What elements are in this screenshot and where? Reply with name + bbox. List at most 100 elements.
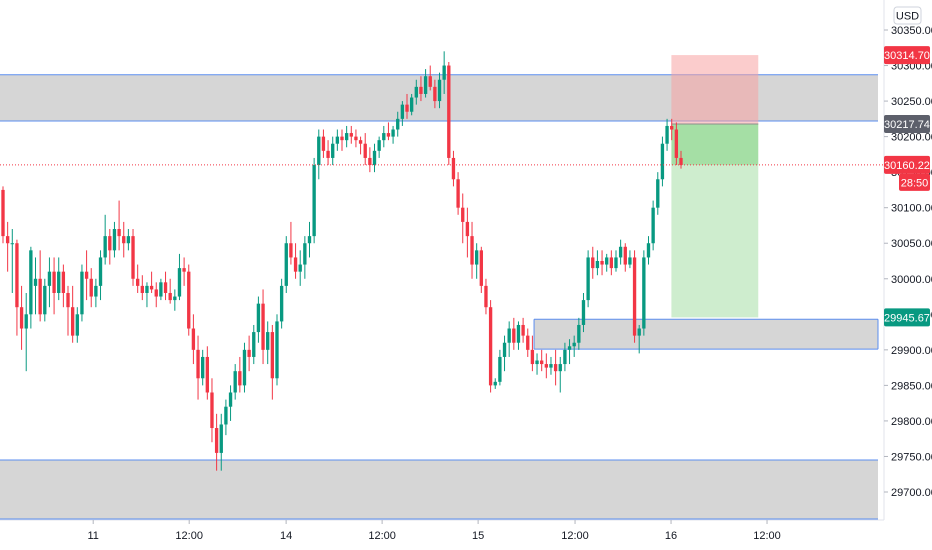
candle-body bbox=[117, 229, 121, 237]
candle-body bbox=[535, 360, 539, 365]
candle-body bbox=[5, 236, 10, 244]
candle-body bbox=[498, 356, 502, 382]
candle-body bbox=[173, 296, 177, 301]
stop-loss-zone[interactable] bbox=[671, 55, 759, 125]
candle-body bbox=[526, 335, 530, 350]
candle-body bbox=[29, 250, 33, 315]
candle-body bbox=[609, 257, 614, 269]
countdown-tag-text: 28:50 bbox=[901, 177, 929, 189]
candle-body bbox=[256, 303, 261, 333]
candle-body bbox=[581, 300, 586, 325]
candle-body bbox=[354, 136, 358, 141]
candle-body bbox=[479, 250, 483, 286]
candle-body bbox=[140, 285, 144, 293]
candle-body bbox=[461, 207, 465, 222]
candle-body bbox=[591, 257, 595, 269]
position-tool[interactable] bbox=[671, 55, 759, 318]
currency-button[interactable]: USD bbox=[893, 6, 922, 25]
candle-body bbox=[108, 236, 112, 251]
realized-profit-zone bbox=[671, 124, 759, 165]
candle-body bbox=[349, 133, 353, 137]
candle-body bbox=[112, 229, 117, 251]
candle-body bbox=[94, 285, 98, 297]
candle-body bbox=[368, 157, 372, 166]
candle-body bbox=[57, 271, 61, 293]
candle-body bbox=[75, 314, 79, 336]
y-tick-label: 30250.00 bbox=[891, 96, 932, 108]
y-tick-label: 29700.00 bbox=[891, 487, 932, 499]
x-tick-label: 14 bbox=[280, 530, 292, 542]
candle-body bbox=[1, 189, 5, 237]
candle-body bbox=[89, 278, 93, 297]
candle-body bbox=[238, 371, 242, 386]
candle-body bbox=[656, 179, 660, 208]
candle-body bbox=[451, 157, 456, 180]
candle-body bbox=[484, 285, 488, 308]
candle-body bbox=[135, 278, 140, 286]
candle-body bbox=[396, 118, 400, 130]
candle-body bbox=[344, 133, 349, 141]
candle-body bbox=[488, 307, 493, 386]
entry-price-tag[interactable]: 30217.74 bbox=[884, 115, 930, 134]
candle-body bbox=[275, 321, 279, 379]
candle-body bbox=[465, 221, 470, 237]
candle-body bbox=[679, 157, 683, 166]
candle-body bbox=[595, 261, 600, 269]
candle-body bbox=[605, 257, 609, 265]
candle-body bbox=[447, 65, 451, 158]
candle-body bbox=[303, 243, 307, 265]
y-tick-label: 29800.00 bbox=[891, 416, 932, 428]
take-profit-zone[interactable] bbox=[671, 164, 759, 318]
price-tags: 30314.70 30217.74 30160.22 29945.67 28:50 bbox=[884, 46, 930, 327]
target-price-tag-background bbox=[884, 308, 930, 327]
countdown-tag-background bbox=[899, 173, 930, 191]
candle-body bbox=[474, 250, 479, 265]
candle-body bbox=[409, 97, 414, 112]
candle-body bbox=[191, 328, 196, 350]
candle-body bbox=[660, 143, 665, 180]
candle-body bbox=[182, 268, 186, 272]
y-tick-label: 29750.00 bbox=[891, 451, 932, 463]
candle-body bbox=[414, 86, 418, 98]
target-price-tag[interactable]: 29945.67 bbox=[884, 308, 930, 327]
demand-zone-small[interactable] bbox=[534, 319, 878, 350]
candle-body bbox=[586, 257, 590, 301]
candle-body bbox=[98, 257, 103, 286]
candle-body bbox=[326, 150, 330, 158]
candle-body bbox=[15, 243, 19, 308]
demand-zone-bottom[interactable] bbox=[0, 460, 878, 520]
candle-body bbox=[456, 179, 460, 208]
candles-layer bbox=[1, 51, 683, 471]
candle-body bbox=[614, 257, 618, 269]
candle-body bbox=[84, 271, 89, 279]
current-price-tag[interactable]: 30160.22 bbox=[884, 155, 930, 174]
candle-body bbox=[567, 346, 572, 350]
candle-body bbox=[168, 292, 172, 301]
x-tick-label: 12:00 bbox=[368, 530, 396, 542]
candle-body bbox=[261, 303, 265, 350]
candle-body bbox=[247, 349, 251, 357]
candle-body bbox=[321, 136, 326, 151]
candle-body bbox=[628, 257, 632, 265]
candle-body bbox=[386, 133, 391, 137]
candle-body bbox=[563, 349, 567, 365]
price-axis-background[interactable] bbox=[884, 0, 932, 520]
candle-body bbox=[646, 243, 651, 258]
y-tick-label: 30050.00 bbox=[891, 238, 932, 250]
candle-body bbox=[70, 307, 75, 336]
candle-body bbox=[154, 289, 158, 297]
x-tick-label: 12:00 bbox=[561, 530, 589, 542]
candle-body bbox=[52, 271, 56, 293]
candle-body bbox=[233, 371, 237, 393]
candle-body bbox=[391, 129, 395, 137]
y-tick-label: 30000.00 bbox=[891, 274, 932, 286]
candle-body bbox=[674, 129, 679, 158]
candle-body bbox=[423, 76, 428, 94]
stop-price-tag[interactable]: 30314.70 bbox=[884, 46, 930, 65]
candle-body bbox=[493, 381, 497, 386]
candle-body bbox=[642, 257, 646, 329]
candle-body bbox=[312, 165, 316, 237]
candle-body bbox=[187, 271, 191, 329]
candle-body bbox=[33, 278, 38, 286]
